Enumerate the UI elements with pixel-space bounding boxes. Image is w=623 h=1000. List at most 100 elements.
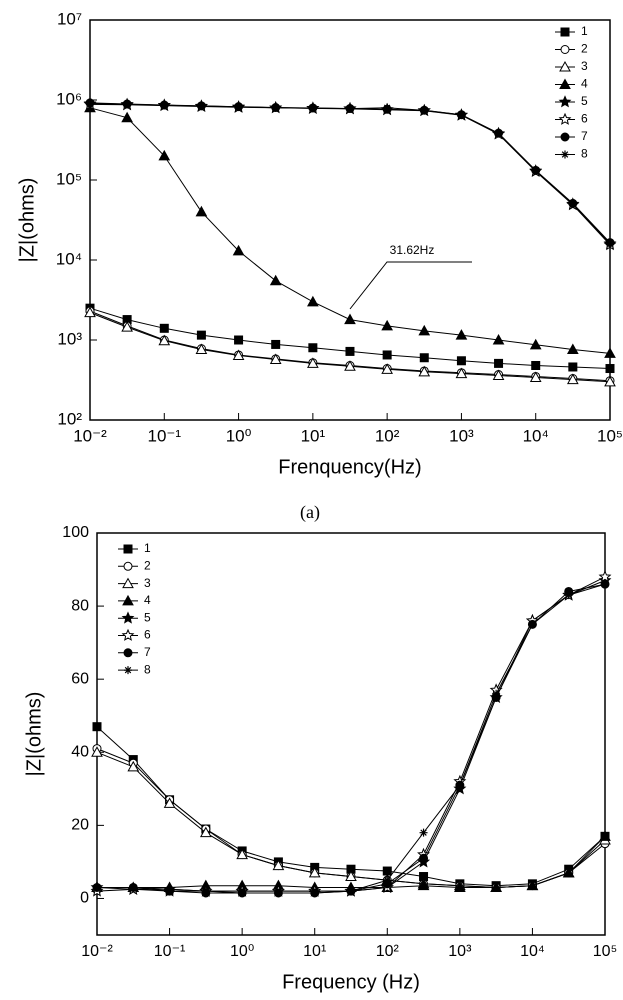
x-tick-label: 10³ xyxy=(448,943,472,960)
marker xyxy=(606,239,614,248)
marker xyxy=(196,330,206,340)
marker xyxy=(123,100,132,109)
marker xyxy=(492,369,505,380)
marker xyxy=(129,883,138,892)
marker xyxy=(345,346,355,356)
legend-label: 6 xyxy=(144,628,151,642)
legend-label: 3 xyxy=(144,576,151,590)
y-tick-label: 10² xyxy=(57,409,82,428)
marker xyxy=(163,797,176,808)
x-tick-label: 10⁻² xyxy=(73,426,107,445)
marker xyxy=(455,367,468,379)
marker xyxy=(158,334,171,346)
marker xyxy=(418,324,431,336)
y-tick-label: 10⁵ xyxy=(56,169,82,188)
annotation: 31.62Hz xyxy=(390,243,435,257)
marker xyxy=(238,888,247,897)
marker xyxy=(455,329,468,340)
legend-label: 4 xyxy=(144,593,151,607)
y-tick-label: 10⁶ xyxy=(56,89,82,108)
legend-label: 8 xyxy=(581,147,588,161)
marker xyxy=(123,544,133,554)
marker xyxy=(419,353,429,363)
marker xyxy=(346,887,355,896)
marker xyxy=(419,853,429,863)
marker xyxy=(307,357,319,368)
marker xyxy=(529,371,542,382)
series-line xyxy=(89,103,611,245)
marker xyxy=(195,343,208,355)
plot-frame xyxy=(96,532,606,936)
x-tick-label: 10⁰ xyxy=(230,943,254,960)
x-tick-label: 10⁻² xyxy=(81,943,113,960)
series-line xyxy=(89,102,611,244)
marker xyxy=(345,104,354,113)
y-tick-label: 10³ xyxy=(57,329,82,348)
marker xyxy=(383,876,392,885)
marker xyxy=(121,628,135,641)
marker xyxy=(201,887,210,896)
marker xyxy=(199,826,212,838)
marker xyxy=(158,149,171,161)
x-tick-label: 10⁵ xyxy=(593,943,617,960)
marker xyxy=(529,338,542,350)
marker xyxy=(599,830,611,841)
marker xyxy=(159,323,169,333)
marker xyxy=(454,881,466,892)
marker xyxy=(566,343,579,355)
marker xyxy=(598,570,612,583)
y-tick-label: 20 xyxy=(71,817,89,834)
marker xyxy=(528,620,537,629)
x-tick-label: 10⁻¹ xyxy=(148,426,182,445)
plot-frame xyxy=(89,19,611,421)
marker xyxy=(271,103,280,112)
marker xyxy=(417,879,430,891)
marker xyxy=(271,339,281,349)
marker xyxy=(382,866,392,876)
marker xyxy=(123,561,133,571)
marker xyxy=(382,350,392,360)
marker xyxy=(124,666,132,675)
legend-label: 4 xyxy=(581,77,588,91)
y-tick-label: 40 xyxy=(71,743,89,760)
marker xyxy=(91,746,103,757)
legend-label: 5 xyxy=(581,94,588,108)
marker xyxy=(236,848,248,860)
marker xyxy=(269,274,282,286)
marker xyxy=(494,358,504,368)
marker xyxy=(121,321,133,332)
marker xyxy=(307,295,319,307)
marker xyxy=(127,760,140,772)
marker xyxy=(559,60,571,72)
marker xyxy=(121,611,135,624)
marker xyxy=(561,150,569,159)
marker xyxy=(558,95,572,108)
marker xyxy=(456,356,466,366)
x-tick-label: 10¹ xyxy=(303,943,326,960)
y-tick-label: 80 xyxy=(71,597,89,614)
marker xyxy=(381,319,393,331)
marker xyxy=(566,373,579,385)
marker xyxy=(601,580,609,589)
marker xyxy=(92,722,102,732)
marker xyxy=(308,866,321,878)
marker xyxy=(531,361,541,371)
marker xyxy=(86,99,94,108)
legend-label: 6 xyxy=(581,112,588,126)
marker xyxy=(232,349,245,361)
x-tick-label: 10⁵ xyxy=(597,426,623,445)
marker xyxy=(308,343,318,353)
y-tick-label: 10⁴ xyxy=(56,249,82,268)
marker xyxy=(560,45,570,54)
marker xyxy=(123,648,133,658)
legend-label: 5 xyxy=(144,610,151,624)
marker xyxy=(604,375,616,387)
marker xyxy=(419,828,428,837)
y-tick-label: 10⁷ xyxy=(57,9,82,28)
x-axis-label: Frenquency(Hz) xyxy=(278,456,421,478)
marker xyxy=(564,591,573,600)
marker xyxy=(383,103,392,112)
marker xyxy=(272,859,285,871)
marker xyxy=(234,102,243,111)
